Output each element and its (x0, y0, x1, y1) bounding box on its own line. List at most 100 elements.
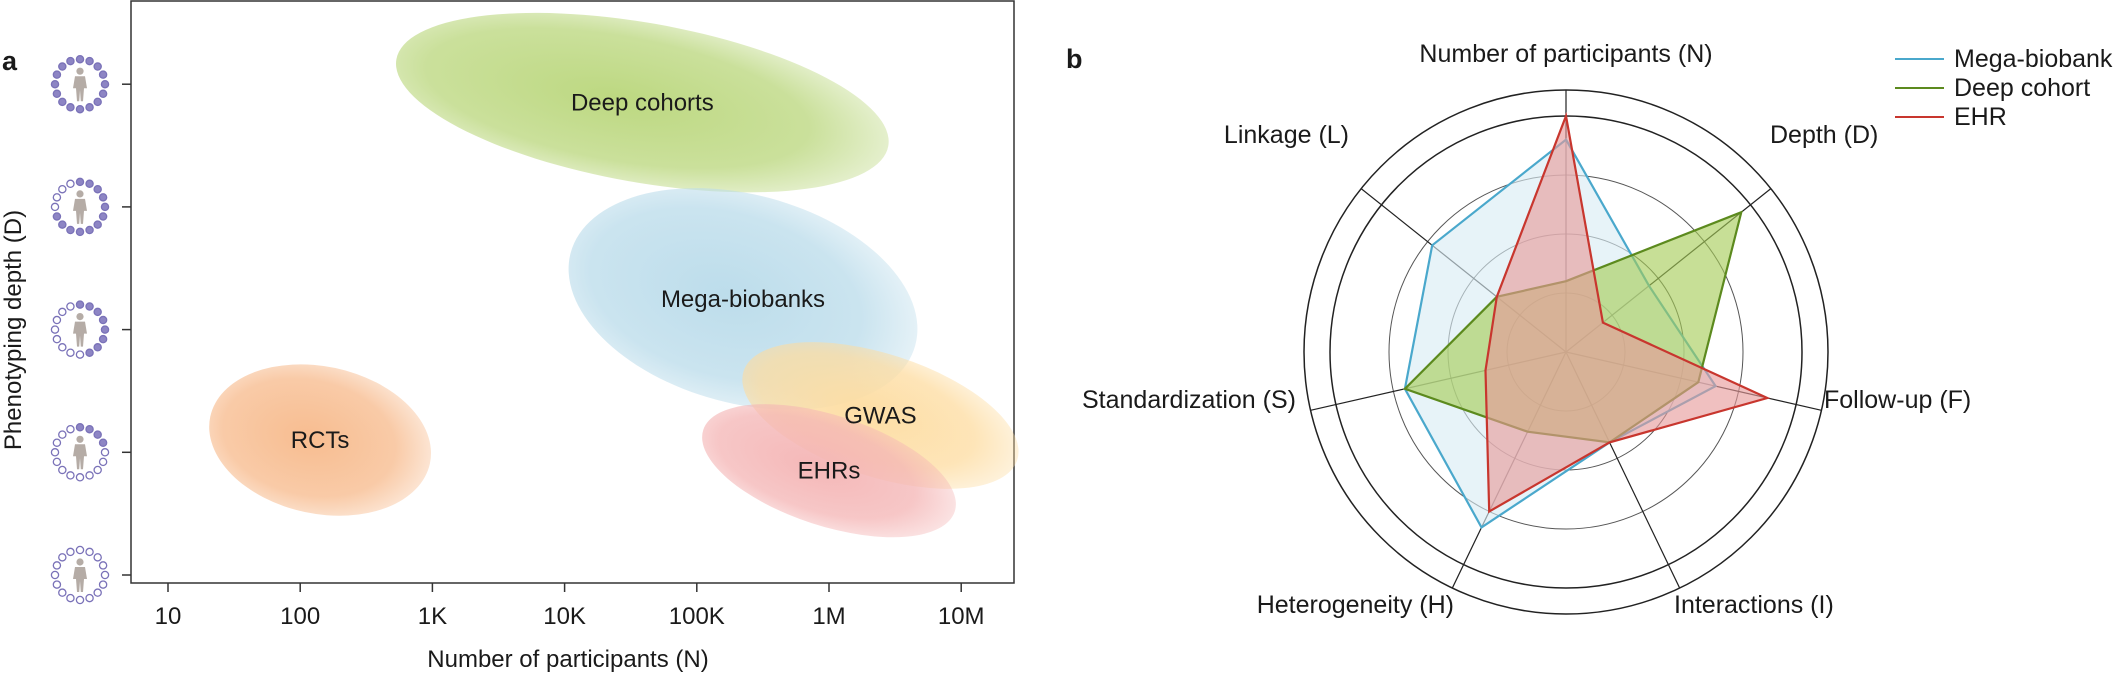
depth-dot (58, 220, 67, 229)
person-in-circle-icon (50, 54, 110, 114)
depth-dot (66, 547, 75, 557)
depth-dot (98, 89, 108, 99)
x-tick-label: 1M (812, 603, 845, 630)
depth-dot (85, 103, 94, 112)
radar-axis-label-number-of-participants-n: Number of participants (N) (1419, 40, 1712, 68)
depth-dot (52, 70, 62, 79)
depth-dot (85, 593, 94, 603)
x-tick-label: 10M (938, 603, 985, 630)
depth-dot (98, 212, 108, 221)
depth-dot (98, 457, 108, 467)
depth-dot (85, 179, 94, 189)
region-label-ehrs: EHRs (798, 458, 861, 485)
region-deep-cohorts (396, 12, 889, 193)
panel-letter-b: b (1066, 44, 1083, 74)
depth-dot (75, 423, 85, 432)
depth-dot (98, 438, 108, 447)
depth-dot (98, 334, 108, 344)
depth-dot (75, 104, 85, 114)
panel-letter-a: a (2, 46, 18, 76)
depth-dot (52, 457, 62, 467)
legend-label-deep-cohort: Deep cohort (1954, 74, 2090, 102)
depth-dot (66, 302, 75, 311)
depth-dot (98, 580, 108, 589)
region-label-layer: Deep cohorts Mega-biobanks GWAS EHRs RCTs (291, 90, 917, 485)
legend-label-mega-biobank: Mega-biobank (1954, 45, 2113, 73)
radar-axis-label-heterogeneity-h: Heterogeneity (H) (1257, 591, 1454, 619)
depth-dot (58, 343, 67, 352)
depth-dot (93, 430, 102, 439)
depth-dot (66, 103, 75, 112)
region-layer (209, 12, 1019, 538)
depth-dot (52, 561, 62, 570)
x-tick-label: 100K (669, 603, 725, 630)
depth-dot (85, 348, 94, 357)
x-tick-label: 10K (543, 603, 586, 630)
depth-dot (58, 97, 67, 107)
x-tick-label: 100 (280, 603, 320, 630)
depth-dot (100, 202, 110, 212)
depth-dot (75, 227, 85, 237)
radar-axis-label-standardization-s: Standardization (S) (1082, 386, 1296, 414)
depth-dot (100, 79, 110, 89)
person-head (76, 558, 84, 566)
depth-dot (75, 545, 85, 555)
depth-dot (85, 56, 94, 66)
panel-b: b Number of participants (N) Depth (D) Fol… (1066, 40, 2113, 619)
y-axis-title: Phenotyping depth (D) (0, 210, 27, 450)
depth-dot (75, 177, 85, 187)
depth-dot (50, 570, 60, 580)
depth-dot (100, 325, 110, 334)
depth-dot (66, 424, 75, 434)
depth-dot (58, 184, 67, 194)
depth-dot (50, 202, 60, 212)
person-in-circle-icon (50, 177, 110, 237)
depth-dot (50, 448, 60, 457)
region-ehrs (702, 404, 956, 538)
panel-a: a Deep cohortsMega-biobanksGWASEHRsRCTs … (0, 0, 1019, 673)
depth-dot (98, 70, 108, 79)
depth-dot (75, 300, 85, 309)
depth-dot (93, 588, 102, 597)
radar-axis-label-depth-d: Depth (D) (1770, 121, 1878, 149)
x-tick-label: 10 (155, 603, 182, 630)
radar-chart: Number of participants (N) Depth (D) Follo… (1082, 40, 1971, 619)
x-axis-ticks: 10 100 1K 10K 100K 1M 10M (155, 583, 985, 630)
depth-dot (66, 56, 75, 66)
depth-dot (85, 424, 94, 434)
depth-dot (75, 473, 85, 482)
person-in-circle-icon (50, 423, 110, 482)
person-head (76, 435, 84, 443)
person-body (73, 444, 87, 470)
depth-dot (85, 471, 94, 480)
depth-dot (58, 307, 67, 317)
person-body (73, 567, 87, 592)
depth-dot (58, 465, 67, 475)
depth-dot (52, 89, 62, 99)
depth-dot (66, 225, 75, 235)
depth-dot (85, 547, 94, 557)
radar-axis-label-linkage-l: Linkage (L) (1224, 121, 1349, 149)
depth-dot (50, 325, 60, 334)
region-label-mega-biobanks: Mega-biobanks (661, 286, 825, 313)
depth-dot (93, 307, 102, 317)
legend-label-ehr: EHR (1954, 103, 2007, 131)
x-axis-title: Number of participants (N) (427, 646, 708, 673)
depth-dot (93, 184, 102, 194)
depth-dot (93, 465, 102, 475)
depth-dot (58, 430, 67, 439)
depth-dot (93, 220, 102, 229)
depth-dot (66, 348, 75, 357)
region-label-rcts: RCTs (291, 427, 350, 454)
radar-series-ehr (1484, 111, 1771, 514)
depth-dot (58, 588, 67, 597)
person-head (76, 190, 84, 198)
radar-axis-label-interactions-i: Interactions (I) (1674, 591, 1834, 619)
depth-dot (52, 438, 62, 447)
depth-dot (75, 595, 85, 605)
depth-dot (85, 302, 94, 311)
person-body (73, 198, 87, 224)
person-head (76, 67, 84, 75)
